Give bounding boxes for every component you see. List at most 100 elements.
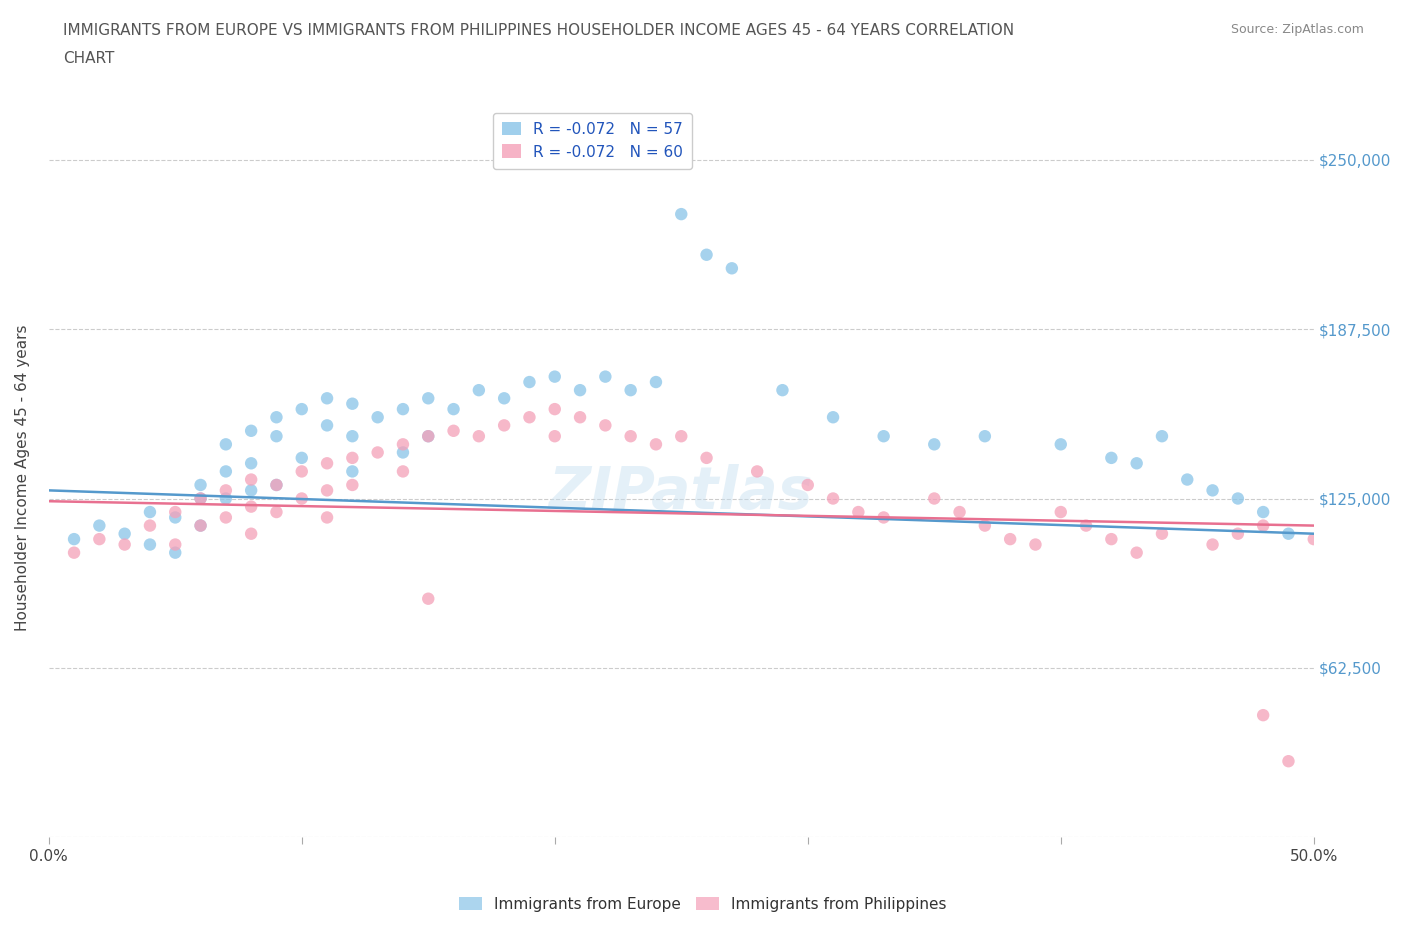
Point	[620, 383, 643, 398]
Point	[316, 456, 339, 471]
Point	[240, 423, 263, 438]
Text: IMMIGRANTS FROM EUROPE VS IMMIGRANTS FROM PHILIPPINES HOUSEHOLDER INCOME AGES 45: IMMIGRANTS FROM EUROPE VS IMMIGRANTS FRO…	[63, 23, 1014, 38]
Point	[973, 518, 995, 533]
Point	[418, 591, 440, 606]
Point	[215, 491, 238, 506]
Point	[1175, 472, 1198, 487]
Point	[544, 429, 567, 444]
Point	[1226, 526, 1249, 541]
Point	[367, 445, 389, 460]
Point	[392, 464, 415, 479]
Point	[922, 491, 945, 506]
Point	[443, 423, 465, 438]
Point	[316, 391, 339, 405]
Point	[1226, 491, 1249, 506]
Point	[1277, 754, 1299, 769]
Legend: R = -0.072   N = 57, R = -0.072   N = 60: R = -0.072 N = 57, R = -0.072 N = 60	[494, 113, 692, 168]
Point	[291, 402, 314, 417]
Point	[165, 538, 187, 552]
Point	[139, 538, 162, 552]
Point	[494, 391, 516, 405]
Point	[291, 450, 314, 465]
Point	[872, 429, 894, 444]
Point	[240, 526, 263, 541]
Point	[1302, 532, 1324, 547]
Point	[63, 532, 86, 547]
Point	[139, 518, 162, 533]
Point	[973, 429, 995, 444]
Point	[671, 429, 693, 444]
Point	[823, 491, 845, 506]
Point	[342, 464, 364, 479]
Legend: Immigrants from Europe, Immigrants from Philippines: Immigrants from Europe, Immigrants from …	[453, 890, 953, 918]
Point	[696, 247, 718, 262]
Text: CHART: CHART	[63, 51, 115, 66]
Point	[1251, 518, 1274, 533]
Point	[190, 518, 212, 533]
Point	[418, 429, 440, 444]
Point	[1049, 505, 1071, 520]
Point	[190, 518, 212, 533]
Point	[342, 396, 364, 411]
Point	[89, 518, 111, 533]
Point	[468, 429, 491, 444]
Point	[215, 464, 238, 479]
Point	[316, 418, 339, 432]
Point	[544, 402, 567, 417]
Point	[316, 483, 339, 498]
Point	[797, 477, 820, 492]
Point	[215, 437, 238, 452]
Point	[190, 477, 212, 492]
Point	[494, 418, 516, 432]
Point	[1099, 450, 1122, 465]
Point	[240, 499, 263, 514]
Point	[1150, 526, 1173, 541]
Point	[747, 464, 769, 479]
Point	[1251, 505, 1274, 520]
Point	[1024, 538, 1046, 552]
Point	[671, 206, 693, 221]
Point	[872, 510, 894, 525]
Point	[291, 464, 314, 479]
Point	[89, 532, 111, 547]
Point	[468, 383, 491, 398]
Point	[922, 437, 945, 452]
Point	[1201, 483, 1223, 498]
Point	[443, 402, 465, 417]
Point	[165, 510, 187, 525]
Point	[215, 483, 238, 498]
Point	[519, 375, 541, 390]
Point	[1099, 532, 1122, 547]
Point	[721, 260, 744, 275]
Point	[114, 526, 136, 541]
Point	[240, 483, 263, 498]
Point	[948, 505, 970, 520]
Text: ZIPatlas: ZIPatlas	[548, 464, 814, 521]
Point	[418, 391, 440, 405]
Point	[519, 410, 541, 425]
Point	[342, 477, 364, 492]
Point	[63, 545, 86, 560]
Point	[1277, 526, 1299, 541]
Point	[645, 375, 668, 390]
Point	[1150, 429, 1173, 444]
Point	[846, 505, 869, 520]
Point	[1125, 456, 1147, 471]
Point	[392, 437, 415, 452]
Point	[266, 505, 288, 520]
Point	[1049, 437, 1071, 452]
Point	[342, 429, 364, 444]
Point	[1251, 708, 1274, 723]
Point	[823, 410, 845, 425]
Point	[569, 410, 592, 425]
Point	[291, 491, 314, 506]
Point	[544, 369, 567, 384]
Point	[620, 429, 643, 444]
Point	[165, 545, 187, 560]
Point	[392, 402, 415, 417]
Point	[240, 472, 263, 487]
Point	[114, 538, 136, 552]
Point	[645, 437, 668, 452]
Y-axis label: Householder Income Ages 45 - 64 years: Householder Income Ages 45 - 64 years	[15, 325, 30, 631]
Point	[266, 410, 288, 425]
